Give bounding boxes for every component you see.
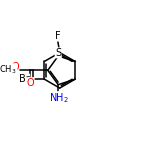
- Text: NH$_2$: NH$_2$: [49, 92, 69, 105]
- Text: Br: Br: [19, 74, 30, 84]
- Text: O: O: [11, 62, 19, 72]
- Text: S: S: [55, 48, 61, 58]
- Text: O: O: [26, 78, 34, 88]
- Text: F: F: [55, 31, 60, 41]
- Text: CH$_3$: CH$_3$: [0, 64, 17, 76]
